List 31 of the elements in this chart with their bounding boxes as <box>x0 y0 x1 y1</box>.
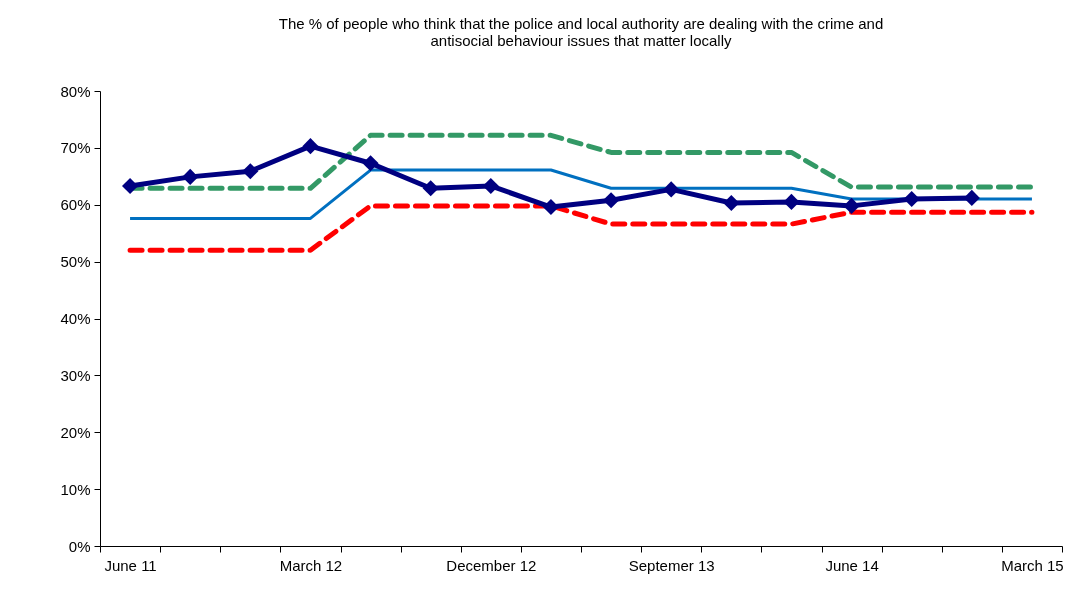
point <box>843 197 860 214</box>
chart-title: The % of people who think that the police and local authority are dealing with the crime and antisocial behaviour issues that matter locally <box>278 15 884 49</box>
y-tick-label: 40% <box>60 310 91 327</box>
point <box>302 138 319 155</box>
point <box>242 163 259 180</box>
point <box>422 180 439 197</box>
point <box>482 177 499 195</box>
point <box>723 194 740 212</box>
y-tick-label: 50% <box>60 253 91 271</box>
y-tick-label: 80% <box>60 82 91 100</box>
point <box>362 155 379 172</box>
point <box>963 189 980 206</box>
x-tick-label: Septemer 13 <box>628 556 715 574</box>
x-tick-label: June 11 <box>104 556 157 574</box>
point <box>903 191 920 208</box>
point <box>663 181 680 198</box>
x-tick-label: June 14 <box>825 556 879 574</box>
point <box>182 168 199 185</box>
y-tick-label: 20% <box>60 423 91 441</box>
y-tick-label: 60% <box>60 196 91 214</box>
y-tick-label: 10% <box>60 480 91 498</box>
x-tick-label: March 15 <box>1001 556 1064 574</box>
point <box>783 193 800 210</box>
y-tick-label: 30% <box>60 366 91 384</box>
y-tick-label: 0% <box>68 537 91 555</box>
x-tick-label: December 12 <box>446 556 537 574</box>
point <box>122 177 139 195</box>
point <box>603 192 620 209</box>
y-tick-label: 70% <box>60 139 91 157</box>
x-tick-label: March 12 <box>279 556 343 574</box>
point <box>542 198 559 216</box>
